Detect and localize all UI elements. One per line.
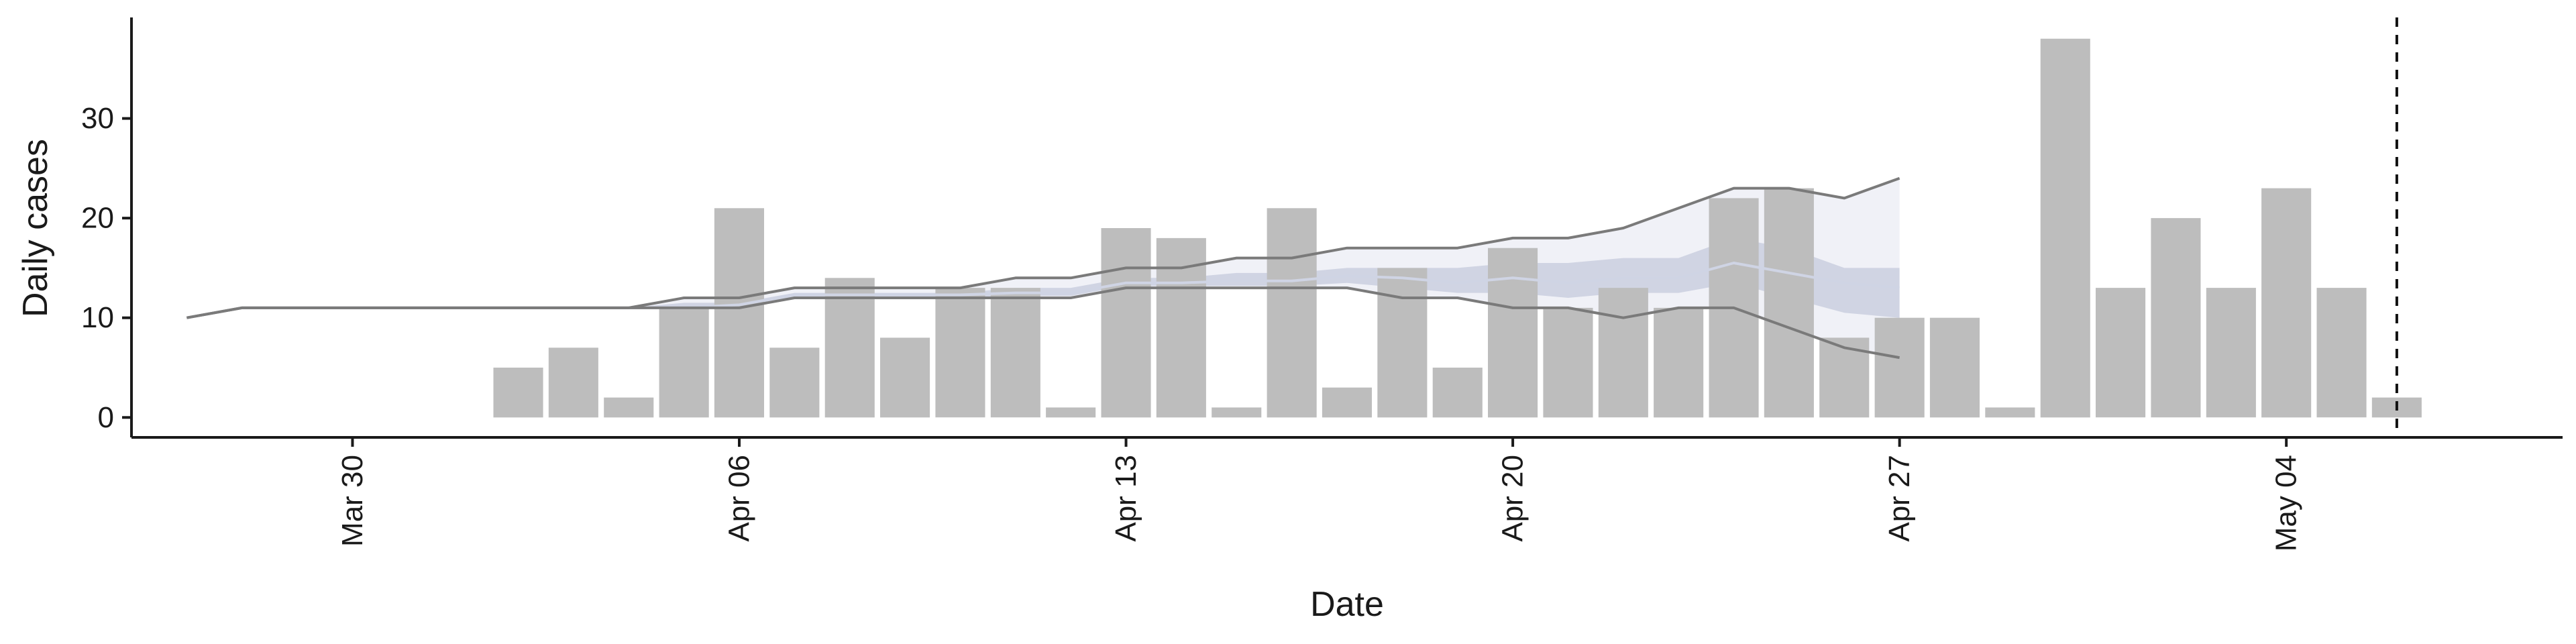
bar xyxy=(659,307,709,418)
x-tick-label: Apr 06 xyxy=(723,455,756,542)
bar xyxy=(714,208,764,418)
bar xyxy=(769,347,820,418)
bar xyxy=(935,288,985,418)
bar xyxy=(2316,288,2367,418)
bar xyxy=(493,368,543,418)
x-tick-label: Apr 27 xyxy=(1883,455,1916,542)
bar xyxy=(1101,228,1151,418)
x-tick-label: May 04 xyxy=(2270,455,2303,551)
bar xyxy=(1985,407,2035,418)
bar xyxy=(604,397,654,418)
bar xyxy=(1046,407,1096,418)
bar xyxy=(1929,317,1980,418)
x-tick-label: Apr 13 xyxy=(1110,455,1142,542)
bar xyxy=(2151,218,2201,418)
bar xyxy=(548,347,598,418)
x-tick-label: Apr 20 xyxy=(1497,455,1529,542)
ticks-group: 0 10 20 30 Mar 30 Apr 06 Apr 13 Apr 20 Apr 27 May… xyxy=(81,102,2303,551)
y-tick-label: 0 xyxy=(98,401,114,434)
bar xyxy=(1654,307,1704,418)
bar xyxy=(880,337,930,418)
x-tick-label: Mar 30 xyxy=(336,455,369,547)
bar xyxy=(1267,208,1317,418)
bar xyxy=(1212,407,1262,418)
bar xyxy=(2040,38,2090,418)
bar xyxy=(824,278,875,418)
axes-group xyxy=(130,17,2563,439)
bar xyxy=(1543,307,1593,418)
x-axis-title: Date xyxy=(1310,585,1384,624)
lower-bound-line xyxy=(186,286,1900,360)
y-tick-label: 30 xyxy=(81,102,114,135)
bar xyxy=(1598,288,1648,418)
bar xyxy=(1874,317,1925,418)
y-axis-title: Daily cases xyxy=(16,139,55,317)
bar xyxy=(2261,188,2312,418)
bar xyxy=(990,288,1040,418)
estimate-lines xyxy=(186,176,1900,360)
bar xyxy=(1322,387,1372,418)
y-tick-label: 20 xyxy=(81,202,114,235)
bar xyxy=(2096,288,2146,418)
y-tick-label: 10 xyxy=(81,301,114,334)
bar xyxy=(1377,268,1428,418)
bar xyxy=(1764,188,1814,418)
bar xyxy=(1432,368,1483,418)
bar xyxy=(2206,288,2256,418)
bar xyxy=(1488,248,1538,418)
bars-group xyxy=(493,38,2422,418)
